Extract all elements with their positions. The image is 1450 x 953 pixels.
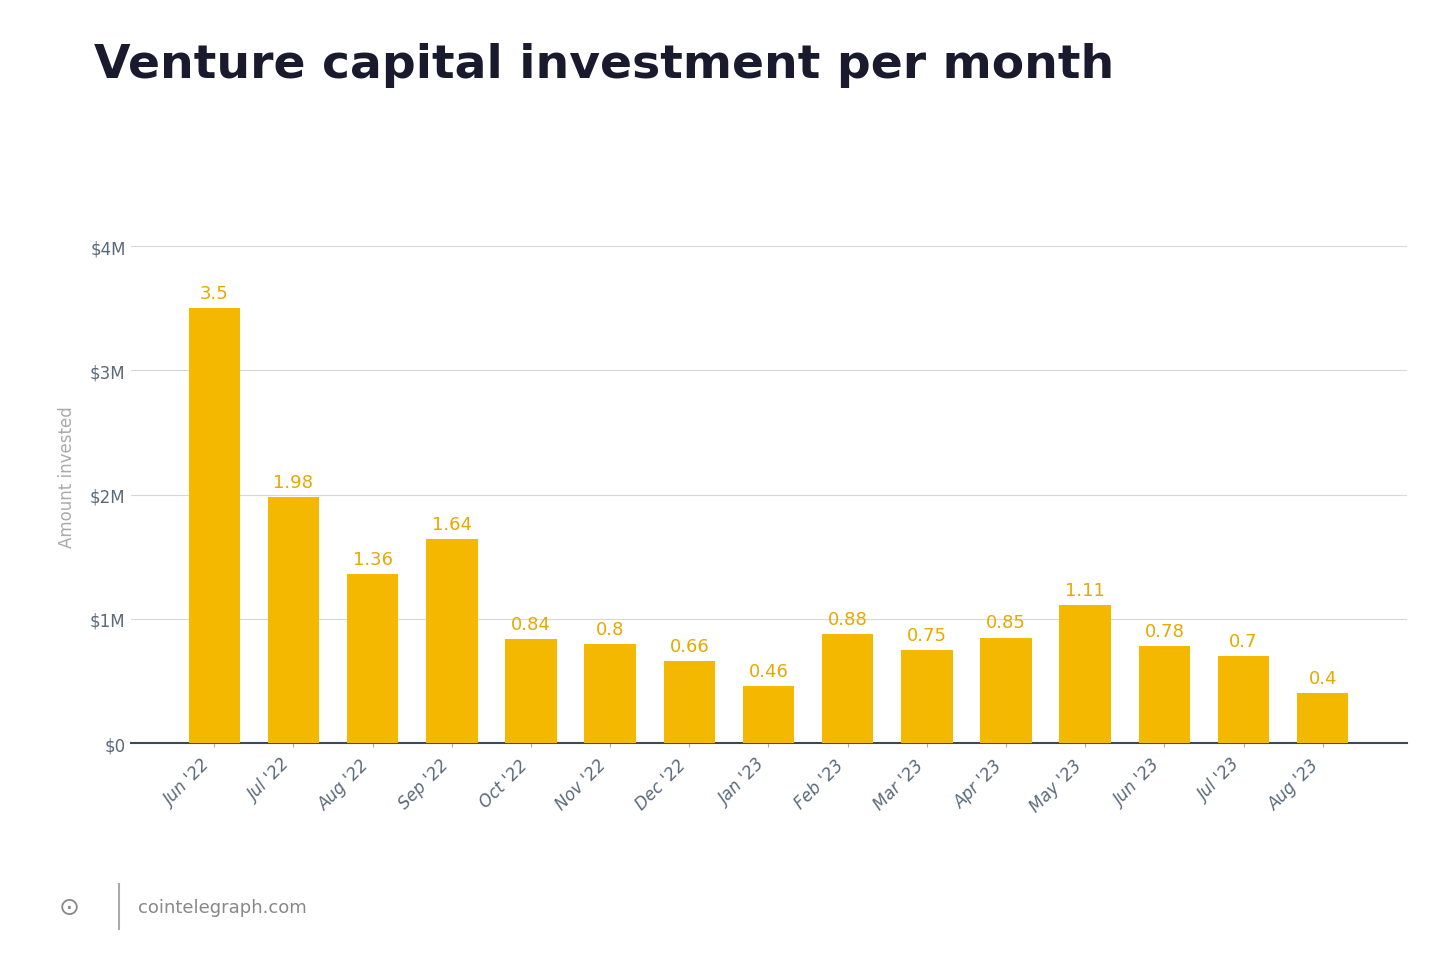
Text: 0.8: 0.8 [596, 619, 625, 638]
Text: 1.64: 1.64 [432, 516, 471, 534]
Bar [426, 539, 477, 743]
Bar [584, 644, 637, 743]
Text: ⊙: ⊙ [59, 895, 80, 920]
Bar [347, 575, 399, 743]
Text: 0.78: 0.78 [1144, 622, 1185, 640]
Text: 1.11: 1.11 [1066, 581, 1105, 599]
Text: 0.7: 0.7 [1230, 632, 1257, 650]
Bar [900, 650, 953, 743]
Bar [188, 309, 239, 743]
Text: 1.98: 1.98 [274, 474, 313, 492]
Text: 0.66: 0.66 [670, 638, 709, 656]
Bar [268, 497, 319, 743]
Bar [742, 686, 795, 743]
Text: 0.84: 0.84 [510, 615, 551, 633]
Text: 0.88: 0.88 [828, 610, 867, 628]
Bar [1060, 605, 1111, 743]
Bar [1218, 657, 1269, 743]
Bar [822, 634, 873, 743]
Bar [1298, 694, 1348, 743]
Text: 3.5: 3.5 [200, 285, 229, 303]
Bar [980, 638, 1032, 743]
Y-axis label: Amount invested: Amount invested [58, 406, 75, 547]
Text: 0.4: 0.4 [1308, 670, 1337, 687]
Text: Venture capital investment per month: Venture capital investment per month [94, 43, 1115, 88]
Text: 0.75: 0.75 [906, 626, 947, 644]
Bar [1138, 646, 1190, 743]
Bar [505, 639, 557, 743]
Text: 0.46: 0.46 [748, 662, 789, 680]
Text: cointelegraph.com: cointelegraph.com [138, 899, 306, 916]
Bar [664, 661, 715, 743]
Text: 0.85: 0.85 [986, 614, 1027, 632]
Text: 1.36: 1.36 [352, 551, 393, 568]
